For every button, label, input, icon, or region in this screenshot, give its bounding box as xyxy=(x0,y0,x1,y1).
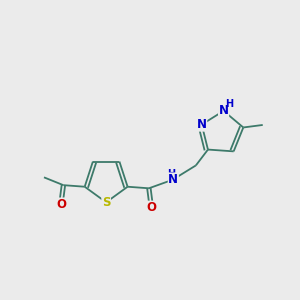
Text: H: H xyxy=(167,169,175,179)
Text: O: O xyxy=(56,198,66,211)
Text: H: H xyxy=(225,99,233,109)
Text: S: S xyxy=(102,196,110,209)
Text: N: N xyxy=(219,104,229,117)
Text: N: N xyxy=(168,173,178,186)
Text: O: O xyxy=(146,201,156,214)
Text: N: N xyxy=(197,118,207,131)
